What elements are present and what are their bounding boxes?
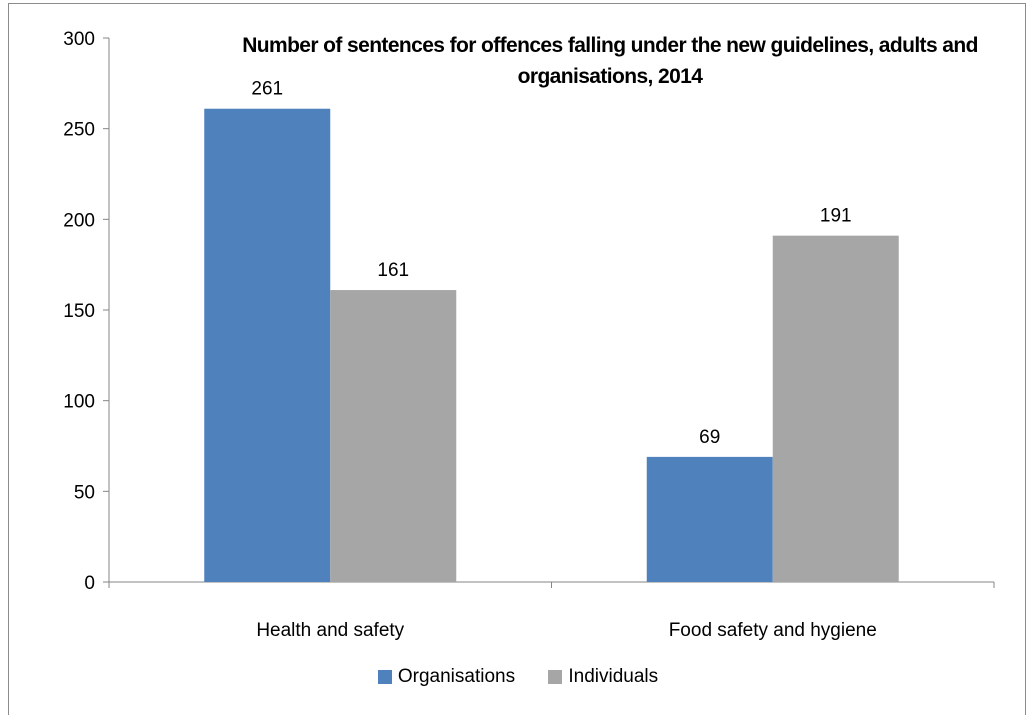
y-tick-label: 100 [63,392,95,413]
category-label: Health and safety [256,620,404,641]
bar [204,108,331,582]
y-tick-label: 50 [74,482,95,503]
y-tick-label: 300 [63,29,95,50]
legend: Organisations Individuals [0,666,1036,690]
legend-item-organisations: Organisations [377,666,516,688]
bar [330,290,457,582]
data-label: 161 [377,260,409,281]
bar [646,456,773,582]
data-label: 261 [251,79,283,100]
y-tick-label: 0 [84,573,95,594]
legend-label-organisations: Organisations [397,666,516,687]
legend-swatch-organisations [377,670,392,684]
bar [772,235,899,583]
legend-label-individuals: Individuals [568,666,659,687]
y-tick-label: 200 [63,210,95,231]
chart-title: Number of sentences for offences falling… [242,34,978,88]
category-label: Food safety and hygiene [669,620,877,641]
y-tick-label: 150 [63,301,95,322]
data-label: 191 [820,206,852,227]
data-label: 69 [699,427,720,448]
y-tick-label: 250 [63,120,95,141]
legend-swatch-individuals [548,670,563,684]
legend-item-individuals: Individuals [548,666,658,688]
